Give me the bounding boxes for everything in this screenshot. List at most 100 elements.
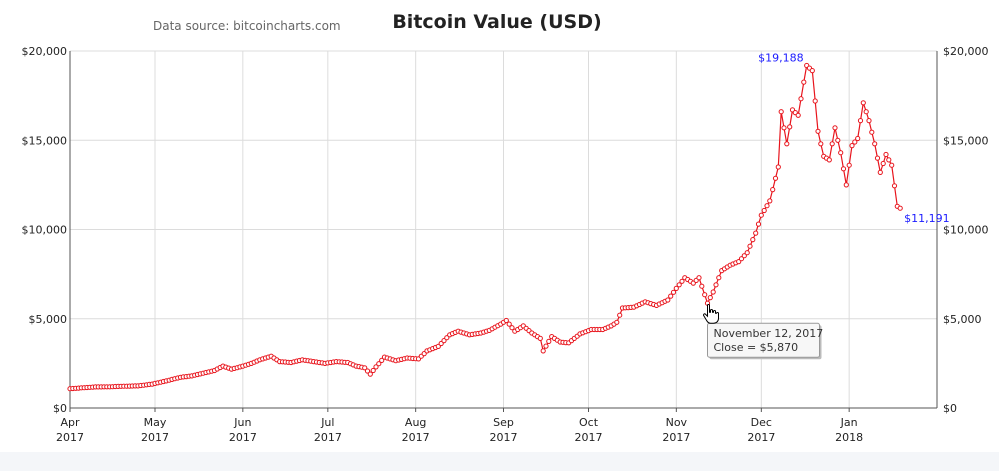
y-tick-label-left: $0	[53, 402, 67, 415]
data-point[interactable]	[764, 203, 770, 209]
data-point[interactable]	[696, 275, 702, 281]
chart-title: Bitcoin Value (USD)	[392, 11, 601, 33]
data-point[interactable]	[503, 317, 509, 324]
x-tick-month: May	[144, 416, 167, 429]
data-point[interactable]	[781, 125, 787, 131]
data-point[interactable]	[617, 312, 623, 318]
x-tick-year: 2017	[141, 431, 169, 444]
data-point[interactable]	[738, 256, 745, 262]
data-point[interactable]	[543, 343, 549, 349]
data-point[interactable]	[537, 335, 543, 341]
data-point[interactable]	[843, 182, 849, 188]
data-point[interactable]	[376, 361, 382, 367]
data-point[interactable]	[897, 205, 903, 211]
data-point[interactable]	[614, 319, 620, 325]
data-point[interactable]	[540, 348, 546, 354]
data-point[interactable]	[838, 150, 844, 156]
data-point[interactable]	[795, 112, 801, 118]
data-point[interactable]	[753, 230, 759, 236]
data-point[interactable]	[832, 125, 838, 131]
data-point[interactable]	[770, 187, 776, 193]
data-point[interactable]	[699, 283, 705, 289]
data-point[interactable]	[673, 285, 679, 291]
data-point[interactable]	[891, 183, 898, 189]
data-point[interactable]	[812, 98, 818, 104]
data-point[interactable]	[665, 297, 671, 303]
y-tick-label-left: $10,000	[22, 224, 68, 237]
data-point[interactable]	[846, 162, 852, 168]
data-point[interactable]	[758, 212, 764, 218]
data-point[interactable]	[849, 143, 855, 149]
data-point[interactable]	[784, 141, 790, 147]
data-point[interactable]	[676, 282, 682, 288]
data-point[interactable]	[707, 295, 713, 301]
data-point[interactable]	[852, 139, 858, 145]
data-point[interactable]	[668, 293, 674, 299]
data-point[interactable]	[809, 68, 815, 74]
data-point[interactable]	[801, 79, 807, 85]
price-series[interactable]	[67, 62, 903, 392]
data-point[interactable]	[778, 109, 784, 115]
data-point[interactable]	[444, 335, 450, 341]
data-point[interactable]	[373, 364, 379, 370]
data-point[interactable]	[787, 124, 793, 130]
x-tick-month: Jul	[320, 416, 334, 429]
data-point[interactable]	[826, 157, 832, 163]
data-point[interactable]	[877, 169, 883, 175]
data-point[interactable]	[747, 243, 753, 249]
value-annotation: $19,188	[758, 51, 804, 64]
data-point[interactable]	[880, 160, 886, 167]
data-point[interactable]	[741, 253, 747, 259]
data-point[interactable]	[883, 151, 889, 158]
data-point[interactable]	[857, 118, 864, 124]
y-tick-label-left: $15,000	[22, 134, 68, 147]
data-point[interactable]	[889, 162, 895, 168]
data-point[interactable]	[886, 157, 892, 163]
data-point[interactable]	[670, 289, 677, 295]
data-point[interactable]	[829, 141, 835, 147]
data-point[interactable]	[370, 367, 376, 374]
data-point[interactable]	[755, 221, 762, 227]
x-tick-year: 2017	[56, 431, 84, 444]
y-tick-label-right: $0	[943, 402, 957, 415]
data-point[interactable]	[435, 343, 441, 349]
x-tick-month: Sep	[493, 416, 514, 429]
data-point[interactable]	[716, 275, 722, 281]
data-point[interactable]	[767, 198, 773, 204]
data-point[interactable]	[772, 175, 779, 181]
x-tick-year: 2017	[229, 431, 257, 444]
data-point[interactable]	[872, 141, 878, 147]
data-point[interactable]	[855, 135, 861, 142]
data-point[interactable]	[367, 371, 373, 377]
data-point[interactable]	[775, 164, 781, 170]
data-point[interactable]	[713, 282, 719, 288]
data-point[interactable]	[506, 321, 512, 327]
data-point[interactable]	[509, 325, 515, 331]
axes: $0 $0 $5,000 $5,000 $10,000 $10,000 $15,000 $15…	[22, 45, 989, 444]
data-point[interactable]	[860, 100, 866, 106]
x-tick-month: Oct	[579, 416, 599, 429]
data-point[interactable]	[702, 292, 708, 298]
data-point[interactable]	[362, 365, 368, 371]
data-point[interactable]	[869, 129, 875, 135]
data-point[interactable]	[874, 155, 881, 161]
data-point[interactable]	[866, 118, 872, 124]
data-point[interactable]	[863, 109, 869, 115]
page-footer-strip	[0, 452, 999, 467]
data-point[interactable]	[744, 250, 750, 256]
data-point[interactable]	[546, 338, 552, 344]
data-point[interactable]	[818, 141, 824, 147]
data-point[interactable]	[364, 368, 371, 374]
data-point[interactable]	[798, 96, 804, 102]
data-point[interactable]	[761, 207, 767, 214]
x-tick-year: 2017	[747, 431, 775, 444]
data-point[interactable]	[750, 237, 756, 243]
data-point[interactable]	[835, 137, 841, 143]
data-point[interactable]	[815, 128, 821, 134]
data-point[interactable]	[710, 289, 716, 295]
data-point[interactable]	[679, 278, 685, 284]
data-source-note: Data source: bitcoincharts.com	[153, 19, 341, 33]
data-point[interactable]	[379, 357, 385, 363]
data-point[interactable]	[840, 166, 847, 172]
